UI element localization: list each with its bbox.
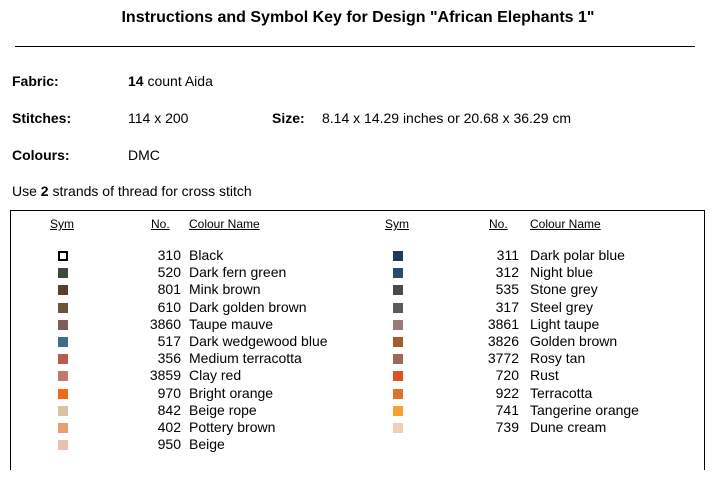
swatch: [393, 371, 403, 382]
number: 3826: [487, 333, 519, 349]
swatch: [58, 423, 68, 433]
colour-name: Mink brown: [189, 281, 261, 298]
number: 310: [157, 247, 181, 263]
number: 922: [495, 384, 519, 401]
swatch: [58, 319, 68, 330]
number: 801: [157, 281, 181, 298]
colour-name: Golden brown: [530, 333, 618, 349]
colour-name: Tangerine orange: [530, 401, 639, 418]
number: 356: [157, 350, 181, 367]
text: Use: [12, 183, 41, 199]
swatch: [58, 337, 68, 347]
number: 317: [495, 298, 519, 315]
label: Colours:: [12, 147, 70, 163]
value: DMC: [128, 147, 160, 163]
colour-name: Beige: [189, 436, 225, 453]
number: 311: [496, 247, 519, 263]
colour-name: Rosy tan: [530, 350, 586, 367]
strands: 2: [40, 183, 49, 199]
header: Colour Name: [530, 217, 601, 231]
label: Stitches:: [12, 110, 72, 126]
swatch: [393, 388, 403, 399]
colour-name: Beige rope: [189, 401, 257, 418]
number: 741: [495, 401, 519, 418]
label: Fabric:: [12, 73, 59, 89]
swatch: [58, 285, 68, 296]
number: 535: [495, 281, 519, 298]
colour-name: Medium terracotta: [189, 350, 302, 367]
header: No.: [489, 217, 508, 231]
instruction: Use 2 strands of thread for cross stitch: [12, 183, 252, 199]
text: strands of thread for cross stitch: [48, 183, 252, 199]
number: 720: [495, 367, 519, 384]
colour-name: Black: [189, 247, 224, 263]
swatch: [58, 268, 68, 279]
swatch: [58, 388, 68, 399]
text: count Aida: [143, 73, 213, 89]
header: Sym: [385, 217, 409, 231]
header: Sym: [50, 217, 74, 231]
header: No.: [151, 217, 170, 231]
swatch: [393, 302, 403, 313]
number: 402: [157, 419, 181, 435]
swatch: [58, 302, 68, 313]
number: 312: [495, 264, 519, 281]
colour-name: Clay red: [189, 367, 242, 384]
colour-name: Dark fern green: [189, 264, 287, 281]
swatch: [58, 371, 68, 382]
colour-name: Light taupe: [530, 315, 600, 332]
number: 3859: [149, 367, 181, 384]
colour-name: Terracotta: [530, 384, 593, 401]
rule: [15, 46, 695, 47]
colour-name: Dark polar blue: [530, 247, 625, 263]
header: Colour Name: [189, 217, 260, 231]
number: 3861: [487, 315, 519, 332]
colour-name: Night blue: [530, 264, 594, 281]
label: Size:: [272, 110, 305, 126]
number: 970: [157, 384, 181, 401]
title: Instructions and Symbol Key for Design "…: [121, 9, 595, 26]
swatch: [393, 319, 403, 330]
colour-name: Taupe mauve: [189, 315, 274, 332]
swatch: [393, 423, 403, 433]
number: 517: [157, 333, 181, 349]
swatch: [393, 268, 403, 279]
swatch: [58, 440, 68, 451]
number: 520: [157, 264, 181, 281]
number: 842: [157, 401, 181, 418]
colour-name: Dune cream: [530, 419, 607, 435]
swatch: [58, 251, 68, 261]
colour-name: Stone grey: [530, 281, 598, 298]
colour-name: Dark golden brown: [189, 298, 307, 315]
swatch: [58, 405, 68, 416]
colour-name: Dark wedgewood blue: [189, 333, 328, 349]
swatch: [393, 251, 403, 261]
number: 3772: [487, 350, 519, 367]
swatch: [393, 337, 403, 347]
colour-name: Steel grey: [530, 298, 594, 315]
number: 610: [157, 298, 181, 315]
swatch: [393, 354, 403, 365]
key-table: Sym No. Colour Name 310 Black 520 Dark fern gr…: [10, 210, 705, 470]
number: 739: [495, 419, 519, 435]
count: 14: [128, 73, 144, 89]
colour-name: Rust: [530, 367, 559, 384]
colour-name: Pottery brown: [189, 419, 276, 435]
colour-name: Bright orange: [189, 384, 274, 401]
value: 14 count Aida: [128, 73, 213, 89]
swatch: [393, 285, 403, 296]
swatch: [58, 354, 68, 365]
value: 114 x 200: [128, 110, 189, 126]
swatch: [393, 405, 403, 416]
number: 950: [157, 436, 181, 453]
value: 8.14 x 14.29 inches or 20.68 x 36.29 cm: [322, 110, 572, 126]
number: 3860: [149, 315, 181, 332]
